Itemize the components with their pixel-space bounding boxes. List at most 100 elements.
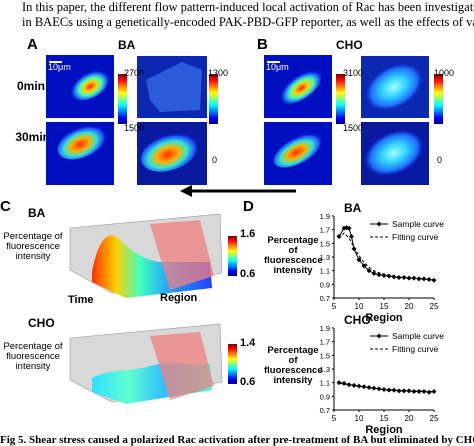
legend-fit-label: Fitting curve (392, 232, 439, 242)
arrow-cho-to-ba (180, 185, 296, 197)
panel-c-top-cbar-min: 0.6 (240, 268, 256, 280)
x-axis-label: Region (365, 424, 403, 436)
colorbar-c-bottom (228, 344, 237, 384)
colorbar-a-top-right (209, 74, 218, 124)
sample-point (416, 389, 422, 395)
sample-point (341, 380, 347, 386)
sample-point (401, 275, 407, 280)
panel-c-bottom-ylabel: Percentage of fluorescence intensity (3, 341, 63, 372)
sample-point (416, 276, 422, 282)
x-tick-label: 5 (332, 302, 337, 311)
sample-point (406, 388, 412, 394)
x-axis-label: Region (365, 312, 403, 324)
panel-c-top-condition: BA (28, 206, 46, 220)
chart-title: CHO (344, 313, 371, 327)
header-line-2: in BAECs using a genetically-encoded PAK… (22, 15, 474, 29)
colorbar-b-top-right (434, 74, 443, 124)
y-tick-label: 1.1 (320, 379, 330, 388)
x-tick-label: 25 (430, 414, 439, 423)
panel-c-top-xlabel-region: Region (160, 292, 198, 304)
scale-bar-b-label: 10μm (266, 62, 289, 72)
panel-c-surface-cho (69, 323, 237, 404)
figure-caption: Fig 5. Shear stress caused a polarized R… (0, 434, 474, 446)
sample-point (411, 389, 417, 395)
cbar-b-tl-max: 3100 (343, 68, 364, 78)
x-tick-label: 20 (405, 302, 414, 311)
panel-b-label: B (257, 36, 268, 53)
sample-point (381, 272, 387, 278)
legend-sample-marker (376, 333, 382, 339)
colorbar-b-top-left (336, 74, 345, 124)
sample-point (376, 386, 382, 392)
cbar-b-tr-max: 1000 (434, 68, 455, 78)
panel-c-top-xlabel-time: Time (68, 294, 94, 306)
y-tick-label: 0.9 (320, 392, 330, 401)
sample-point (371, 385, 377, 391)
x-tick-label: 10 (355, 302, 364, 311)
sample-point (351, 246, 357, 252)
panel-a-images (46, 55, 218, 185)
sample-point (406, 275, 412, 281)
sample-point (426, 277, 432, 283)
cbar-a-tr-min: 0 (212, 155, 218, 165)
sample-point (349, 234, 354, 239)
y-tick-label: 1.5 (320, 239, 330, 248)
panel-c-top-ylabel: Percentage of fluorescence intensity (3, 231, 63, 262)
chart-title: BA (344, 201, 362, 215)
sample-point (381, 387, 387, 392)
sample-point (386, 387, 392, 393)
sample-point (431, 277, 437, 283)
sample-point (431, 389, 437, 395)
sample-point (421, 276, 427, 282)
sample-point (421, 389, 427, 395)
y-tick-label: 0.9 (320, 280, 330, 289)
header-text: In this paper, the different flow patter… (22, 0, 474, 30)
x-tick-label: 25 (430, 302, 439, 311)
legend-sample-label: Sample curve (392, 219, 444, 229)
panel-c-bottom-cbar-max: 1.4 (240, 337, 256, 349)
sample-point (346, 225, 352, 231)
y-tick-label: 1.5 (320, 351, 330, 360)
panel-c-top-cbar-max: 1.6 (240, 228, 256, 240)
cbar-a-tl-min: 1500 (124, 123, 145, 133)
y-tick-label: 1.3 (320, 365, 330, 374)
panel-c-bottom-cbar-min: 0.6 (240, 376, 256, 388)
legend-sample-marker (376, 221, 382, 227)
fitting-curve-line (338, 232, 435, 281)
colorbar-c-top (228, 236, 237, 276)
chart-d-ba: 0.7 0.9 1.1 1.3 1.5 1.7 1.9 5 10 15 20 25 Region BA Sa… (320, 201, 445, 324)
sample-point (391, 274, 397, 280)
sample-point (356, 257, 362, 263)
chart-d-cho: 0.70.91.11.31.51.71.95 10 15 20 25RegionCHOS… (320, 313, 445, 436)
panel-b-images (264, 55, 443, 185)
panel-d-label: D (243, 198, 254, 215)
legend-sample-label: Sample curve (392, 331, 444, 341)
panel-a-condition: BA (118, 38, 136, 52)
x-tick-label: 15 (380, 302, 389, 311)
sample-point (411, 275, 417, 281)
panel-d-top-ylabel: Percentage of fluorescence intensity (264, 235, 323, 276)
y-tick-label: 1.9 (320, 324, 330, 333)
panel-d-bottom-ylabel: Percentage of fluorescence intensity (264, 345, 323, 386)
sample-point (376, 272, 382, 278)
panel-c-surface-ba (69, 213, 237, 298)
cbar-a-tr-max: 1300 (208, 68, 229, 78)
sample-point (426, 389, 432, 395)
y-tick-label: 1.7 (320, 226, 330, 235)
y-tick-label: 1.1 (320, 267, 330, 276)
cbar-b-tr-min: 0 (437, 155, 443, 165)
y-tick-label: 1.3 (320, 253, 330, 262)
sample-point (396, 275, 402, 280)
x-tick-label: 5 (332, 414, 337, 423)
sample-point (371, 270, 377, 276)
sample-curve-line (338, 227, 435, 281)
panel-a-label: A (27, 36, 38, 53)
y-tick-label: 1.9 (320, 212, 330, 221)
legend-fit-label: Fitting curve (392, 344, 439, 354)
sample-point (366, 384, 372, 390)
sample-point (361, 384, 367, 390)
panel-c-label: C (0, 198, 11, 215)
y-tick-label: 0.7 (320, 294, 330, 303)
header-line-1: In this paper, the different flow patter… (22, 0, 474, 14)
